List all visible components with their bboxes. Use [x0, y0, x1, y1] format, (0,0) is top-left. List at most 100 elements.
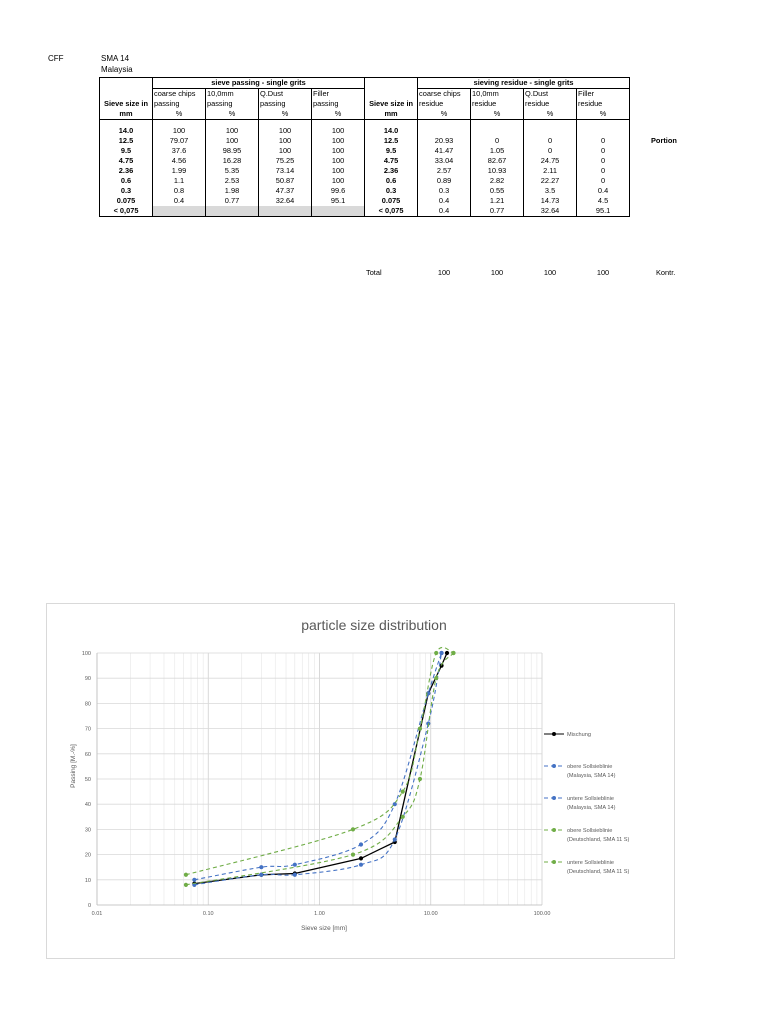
sieve-unit: mm [99, 109, 153, 120]
passing-cell: 100 [310, 166, 365, 176]
country-name: Malaysia [101, 65, 133, 74]
particle-size-chart: particle size distribution 0.01 0.10 1.00 1… [70, 617, 630, 932]
project-code: CFF [48, 54, 64, 63]
passing-cell: 1.98 [205, 186, 259, 196]
passing-cell: 100 [310, 136, 365, 146]
residue-cell [576, 126, 631, 136]
column-header: passing [310, 99, 365, 109]
passing-cell: 0.77 [205, 196, 259, 206]
series-3 [192, 650, 444, 887]
residue-cell: 95.1 [576, 206, 631, 217]
passing-cell: 4.56 [152, 156, 206, 166]
passing-cell: 73.14 [258, 166, 312, 176]
data-point [434, 650, 439, 656]
passing-cell: 99.6 [310, 186, 365, 196]
passing-cell [310, 206, 365, 217]
data-point [350, 827, 356, 832]
table-row: 2.36 1.99 5.35 73.14 100 2.36 2.57 10.93 2.11 0 [99, 166, 631, 176]
column-header: 10,0mm [470, 88, 524, 99]
sieve-size-cell: < 0,075 [364, 206, 418, 217]
sieve-size-cell: 0.075 [364, 196, 418, 206]
total-value: 100 [490, 268, 504, 277]
series-line [194, 652, 448, 885]
total-value: 100 [543, 268, 557, 277]
series-2 [192, 650, 444, 882]
sieve-size-cell: 0.075 [99, 196, 153, 206]
sieve-size-cell: < 0,075 [99, 206, 153, 217]
sieve-unit: mm [364, 109, 418, 120]
table-row: 4.75 4.56 16.28 75.25 100 4.75 33.04 82.67 24.75… [99, 156, 631, 166]
passing-cell: 5.35 [205, 166, 259, 176]
column-header: Filler [310, 88, 365, 99]
passing-cell: 100 [152, 126, 206, 136]
y-tick-label: 20 [85, 853, 91, 859]
total-label: Total [366, 268, 382, 277]
passing-cell: 1.99 [152, 166, 206, 176]
legend-entry: obere Sollsieblinie (Malaysia, SMA 14) [544, 764, 616, 779]
passing-cell: 95.1 [310, 196, 365, 206]
sieve-col-header: Sieve size in [364, 99, 418, 109]
data-point [192, 877, 197, 882]
passing-cell: 100 [205, 136, 259, 146]
residue-cell: 0.4 [417, 196, 471, 206]
y-tick-label: 50 [85, 777, 91, 783]
x-axis-label: Sieve size [mm] [301, 925, 347, 932]
passing-cell: 0.8 [152, 186, 206, 196]
table-row: 0.075 0.4 0.77 32.64 95.1 0.075 0.4 1.21 14.73 4.… [99, 196, 631, 206]
sieve-size-cell: 14.0 [99, 126, 153, 136]
residue-cell: 0 [523, 146, 577, 156]
column-unit: % [417, 109, 471, 120]
column-header: passing [152, 99, 206, 109]
passing-cell: 75.25 [258, 156, 312, 166]
x-tick-label: 0.01 [92, 911, 103, 917]
data-point [292, 872, 297, 877]
data-point [400, 814, 405, 819]
column-header: passing [258, 99, 312, 109]
data-point [434, 676, 439, 681]
residue-cell: 2.57 [417, 166, 471, 176]
passing-title: sieve passing - single grits [151, 77, 365, 89]
column-header: Q.Dust [523, 88, 577, 99]
data-point [183, 882, 189, 887]
table-row: < 0,075 < 0,075 0.4 0.77 32.64 95.1 [99, 206, 631, 217]
x-tick-label: 1.00 [314, 911, 325, 917]
residue-cell: 0 [576, 176, 631, 186]
sieve-size-cell: 4.75 [99, 156, 153, 166]
legend-entry: untere Sollsieblinie (Malaysia, SMA 14) [544, 796, 616, 811]
data-point [259, 872, 264, 877]
passing-cell: 100 [310, 156, 365, 166]
residue-cell: 22.27 [523, 176, 577, 186]
residue-cell: 20.93 [417, 136, 471, 146]
residue-cell: 0 [576, 136, 631, 146]
residue-cell [417, 126, 471, 136]
passing-cell: 100 [258, 146, 312, 156]
legend-swatch-marker [552, 796, 556, 800]
residue-cell: 0.4 [417, 206, 471, 217]
passing-cell: 100 [258, 126, 312, 136]
column-unit: % [576, 109, 631, 120]
data-point [417, 776, 423, 782]
residue-cell [470, 126, 524, 136]
column-header: residue [470, 99, 524, 109]
passing-cell: 100 [310, 176, 365, 186]
axes: 0.01 0.10 1.00 10.00 100.00 0 10 20 30 40 50 60 70 80… [82, 651, 551, 917]
passing-cell [258, 206, 312, 217]
residue-cell: 0.55 [470, 186, 524, 196]
y-axis-label: Passing [M.-%] [70, 744, 77, 788]
chart-title: particle size distribution [301, 617, 447, 633]
passing-cell: 98.95 [205, 146, 259, 156]
sieve-size-cell: 12.5 [364, 136, 418, 146]
y-tick-label: 0 [88, 903, 91, 909]
sieve-size-cell: 2.36 [99, 166, 153, 176]
series-line [194, 652, 443, 886]
column-unit: % [310, 109, 365, 120]
y-tick-label: 30 [85, 827, 91, 833]
y-tick-label: 80 [85, 701, 91, 707]
passing-cell: 79.07 [152, 136, 206, 146]
legend-label: Mischung [567, 732, 591, 738]
legend-label: (Malaysia, SMA 14) [567, 805, 616, 811]
passing-cell [205, 206, 259, 217]
column-unit: % [523, 109, 577, 120]
series-5 [183, 650, 456, 887]
legend-swatch-marker [552, 828, 556, 832]
